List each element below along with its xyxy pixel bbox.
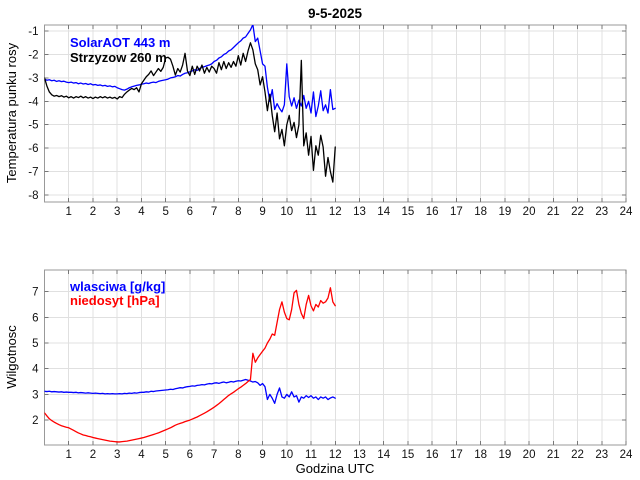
x-tick-label: 18: [474, 449, 487, 461]
legend-strzyzow: Strzyzow 260 m: [70, 50, 167, 65]
legend-solaraot: SolarAOT 443 m: [70, 35, 170, 50]
series-line-wlasciwa: [44, 378, 336, 405]
legend-wlasciwa: wlasciwa [g/kg]: [69, 279, 165, 294]
x-tick-label: 2: [90, 206, 96, 218]
panel-top: 1 2 3 4 5 6 7 8 9 10 11 12 13 14 15 16 17 18 19 20 21 22 23 24-…: [28, 24, 633, 218]
x-tick-label: 3: [114, 206, 120, 218]
bottom-y-axis-label: Wilgotnosc: [4, 325, 19, 389]
series-group: [44, 287, 336, 443]
y-tick-label: 7: [32, 287, 38, 299]
x-tick-label: 21: [547, 449, 560, 461]
x-tick-label: 1: [66, 449, 72, 461]
x-tick-label: 3: [114, 449, 120, 461]
y-tick-label: -3: [28, 73, 38, 85]
x-tick-label: 17: [450, 206, 463, 218]
series-line-niedosyt: [44, 287, 336, 443]
x-tick-label: 1: [66, 206, 72, 218]
x-tick-label: 12: [329, 206, 342, 218]
panel-bottom: 1 2 3 4 5 6 7 8 9 10 11 12 13 14 15 16 17 18 19 20 21 22 23 242…: [32, 269, 633, 461]
series-line-solaraot: [44, 25, 336, 118]
x-tick-label: 6: [187, 206, 193, 218]
x-tick-label: 4: [138, 449, 145, 461]
x-tick-label: 16: [426, 449, 439, 461]
x-tick-label: 15: [402, 206, 415, 218]
x-tick-label: 22: [571, 206, 584, 218]
x-axis-label: Godzina UTC: [296, 461, 375, 476]
x-tick-label: 18: [474, 206, 487, 218]
x-tick-label: 5: [162, 449, 168, 461]
x-tick-label: 5: [162, 206, 168, 218]
x-tick-label: 4: [138, 206, 145, 218]
x-tick-label: 8: [235, 206, 241, 218]
x-tick-label: 2: [90, 449, 96, 461]
x-tick-label: 6: [187, 449, 193, 461]
series-line-strzyzow: [44, 42, 336, 183]
x-tick-label: 7: [211, 449, 217, 461]
series-group: [44, 25, 336, 183]
x-tick-label: 16: [426, 206, 439, 218]
y-tick-label: -5: [28, 120, 38, 132]
y-tick-label: -4: [28, 96, 39, 108]
x-tick-label: 19: [498, 206, 511, 218]
y-tick-label: 6: [32, 312, 38, 324]
x-tick-label: 10: [280, 206, 293, 218]
x-tick-label: 11: [305, 449, 317, 461]
x-tick-label: 13: [353, 449, 366, 461]
x-tick-label: 20: [523, 206, 536, 218]
x-tick-label: 23: [595, 449, 608, 461]
x-tick-label: 13: [353, 206, 366, 218]
x-tick-label: 23: [595, 206, 608, 218]
chart-title: 9-5-2025: [308, 6, 363, 21]
y-tick-label: -8: [28, 190, 38, 202]
y-tick-label: -6: [28, 143, 38, 155]
x-tick-label: 21: [547, 206, 560, 218]
x-tick-label: 9: [259, 449, 265, 461]
x-tick-label: 24: [620, 449, 633, 461]
y-tick-label: 2: [32, 415, 38, 427]
y-tick-label: -2: [28, 50, 38, 62]
x-tick-label: 15: [402, 449, 415, 461]
legend-niedosyt: niedosyt [hPa]: [70, 293, 160, 308]
x-tick-label: 22: [571, 449, 584, 461]
y-tick-label: 5: [32, 338, 38, 350]
top-y-axis-label: Temperatura punku rosy: [4, 42, 19, 183]
x-tick-label: 10: [280, 449, 293, 461]
x-tick-label: 17: [450, 449, 463, 461]
x-tick-label: 7: [211, 206, 217, 218]
x-tick-label: 12: [329, 449, 342, 461]
x-tick-label: 20: [523, 449, 536, 461]
y-tick-label: -1: [28, 26, 38, 38]
x-tick-label: 8: [235, 449, 241, 461]
y-tick-label: -7: [28, 167, 38, 179]
x-tick-label: 11: [305, 206, 317, 218]
y-tick-label: 3: [32, 389, 38, 401]
y-tick-label: 4: [32, 364, 39, 376]
x-tick-label: 9: [259, 206, 265, 218]
x-tick-label: 14: [377, 206, 390, 218]
x-tick-label: 19: [498, 449, 511, 461]
x-tick-label: 24: [620, 206, 633, 218]
x-tick-label: 14: [377, 449, 390, 461]
